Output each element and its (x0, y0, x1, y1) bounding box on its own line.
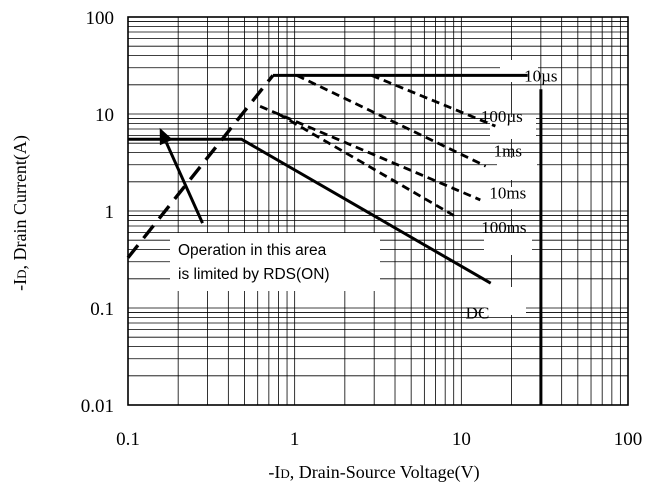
curve-label: 10µs (524, 66, 557, 85)
plot-frame (127, 16, 629, 406)
x-tick-label: 1 (290, 429, 300, 450)
label-backdrop (497, 158, 537, 180)
y-tick-label: 1 (105, 202, 115, 223)
x-tick-label: 0.1 (116, 429, 140, 450)
plot-border (127, 16, 629, 406)
y-tick-label: 0.1 (90, 299, 114, 320)
series-line-1ms (296, 74, 487, 168)
label-backdrop (494, 187, 538, 209)
curve-label: 1ms (494, 142, 522, 161)
y-axis-label: -ID, Drain Current(A) (10, 135, 31, 291)
annotation: Operation in this area is limited by RDS(… (159, 127, 330, 283)
label-backdrop (490, 117, 536, 139)
x-tick-label: 100 (614, 429, 643, 450)
y-tick-label: 100 (86, 8, 115, 29)
y-tick-label: 10 (95, 105, 114, 126)
x-axis-label: -ID, Drain-Source Voltage(V) (268, 462, 479, 483)
label-backdrop (484, 233, 532, 255)
series-line-100ms (277, 112, 455, 217)
curve-label: 10ms (489, 184, 526, 203)
y-tick-label: 0.01 (81, 396, 114, 417)
annotation-text-line: is limited by RDS(ON) (178, 266, 330, 283)
annotation-backdrop (170, 233, 380, 291)
series-line-100-s (371, 74, 496, 128)
curve-label: 100ms (481, 218, 526, 237)
annotation-arrow-shaft (164, 141, 204, 224)
label-backdrop (484, 287, 526, 315)
annotation-text-line: Operation in this area (178, 242, 327, 259)
x-tick-label: 10 (452, 429, 471, 450)
curve-label: DC (466, 303, 490, 322)
curve-labels: 10µs 100µs 1ms 10ms 100ms DC (466, 66, 558, 322)
curve-label: 100µs (481, 107, 523, 126)
annotation-arrow-head (159, 127, 173, 146)
series-layer (126, 60, 543, 405)
series-line-rds-on-limit (126, 74, 275, 259)
series-line-10ms (259, 105, 481, 202)
